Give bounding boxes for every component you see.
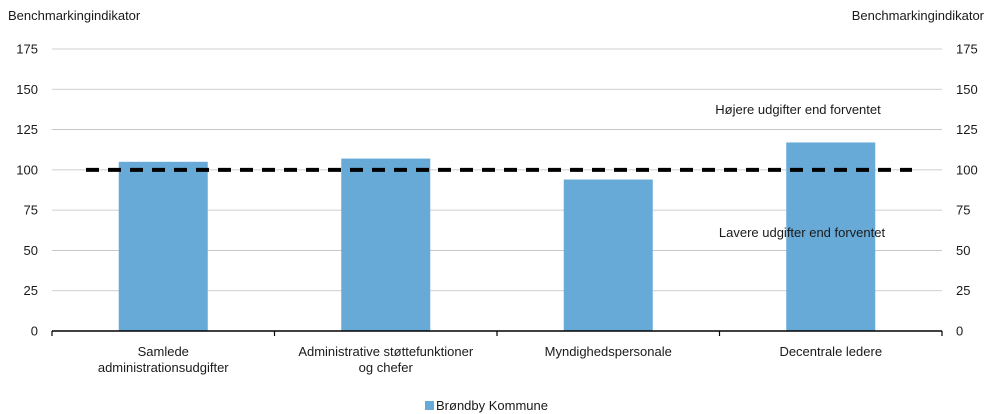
y-tick-label-left: 50: [24, 243, 38, 258]
x-category-label: Samlede: [138, 344, 189, 359]
bar: [341, 158, 431, 331]
annotation-higher: Højere udgifter end forventet: [715, 102, 881, 117]
y-tick-label-right: 175: [956, 42, 978, 57]
y-tick-label-right: 0: [956, 324, 963, 339]
y-tick-label-right: 125: [956, 122, 978, 137]
y-tick-label-right: 100: [956, 162, 978, 177]
x-category-label: Decentrale ledere: [779, 344, 882, 359]
y-tick-label-right: 75: [956, 203, 970, 218]
y-tick-label-left: 150: [16, 82, 38, 97]
y-tick-label-left: 25: [24, 283, 38, 298]
y-tick-label-left: 75: [24, 203, 38, 218]
y-tick-label-right: 50: [956, 243, 970, 258]
y-tick-label-left: 100: [16, 162, 38, 177]
legend-swatch: [425, 401, 434, 410]
x-category-label: Myndighedspersonale: [545, 344, 672, 359]
axes: [51, 330, 943, 336]
right-axis-title: Benchmarkingindikator: [852, 8, 984, 23]
bar: [118, 161, 208, 331]
annotation-lower: Lavere udgifter end forventet: [719, 225, 886, 240]
y-tick-label-right: 25: [956, 283, 970, 298]
legend-label: Brøndby Kommune: [436, 398, 548, 413]
x-category-label: administrationsudgifter: [98, 360, 229, 375]
x-category-label: og chefer: [359, 360, 414, 375]
left-axis-title: Benchmarkingindikator: [8, 8, 141, 23]
labels: 0 0 25 25 50 50 75 75 100 100 125 125 150 150 175 175 Sa…: [16, 42, 977, 376]
bars: [118, 142, 876, 331]
y-tick-label-left: 125: [16, 122, 38, 137]
y-tick-label-left: 0: [31, 324, 38, 339]
y-tick-label-right: 150: [956, 82, 978, 97]
y-tick-label-left: 175: [16, 42, 38, 57]
x-category-label: Administrative støttefunktioner: [298, 344, 474, 359]
bar: [563, 179, 653, 331]
bar: [786, 142, 876, 331]
